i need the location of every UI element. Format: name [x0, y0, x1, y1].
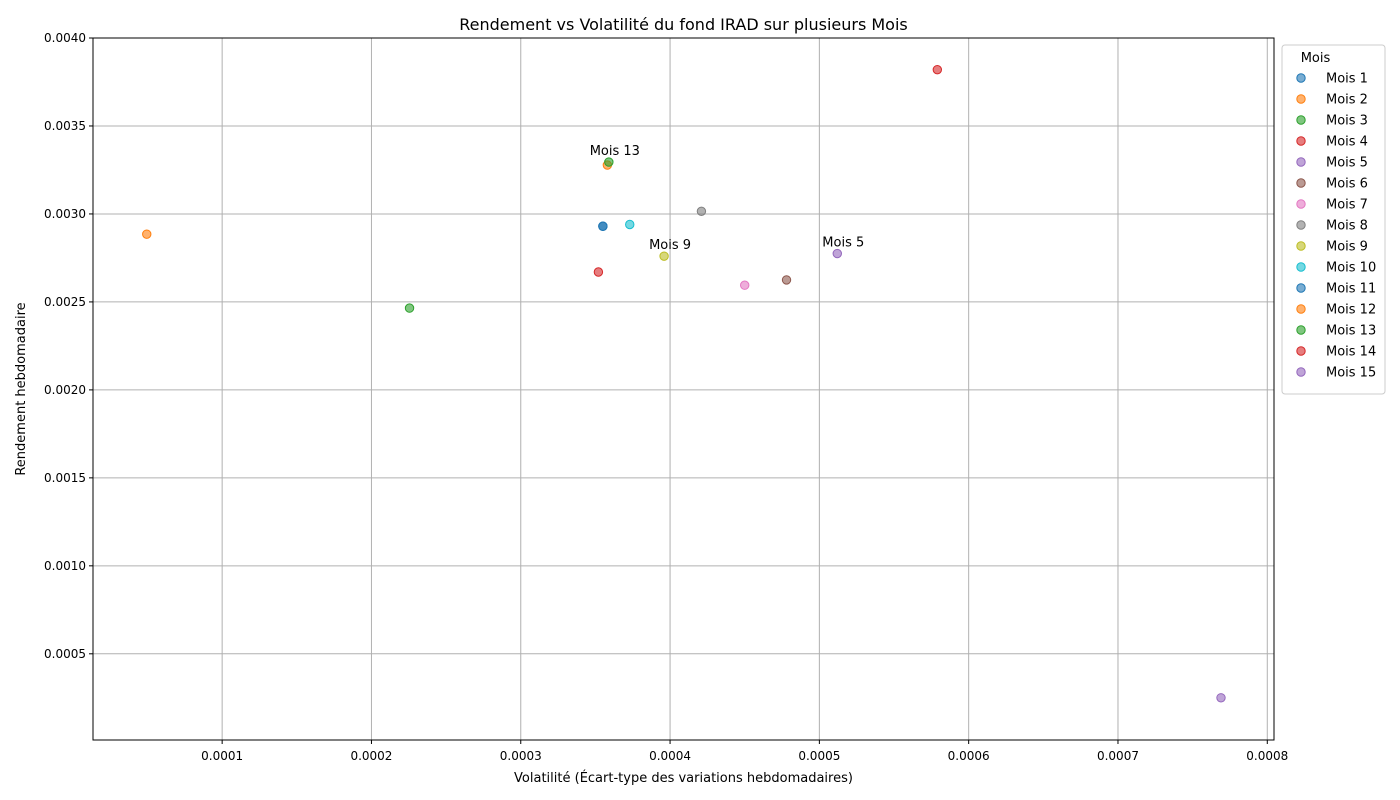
legend-label: Mois 4	[1326, 135, 1368, 150]
point-annotation: Mois 13	[590, 144, 640, 159]
data-point-mois-5	[832, 248, 842, 259]
data-points	[142, 64, 1226, 703]
legend-marker	[1296, 94, 1306, 104]
legend-label: Mois 11	[1326, 282, 1376, 297]
chart-title: Rendement vs Volatilité du fond IRAD sur…	[459, 15, 908, 34]
legend-label: Mois 10	[1326, 261, 1376, 276]
legend-label: Mois 13	[1326, 324, 1376, 339]
legend-box	[1281, 44, 1386, 395]
data-point-mois-7	[740, 280, 750, 290]
legend-marker	[1296, 346, 1306, 356]
legend-label: Mois 2	[1326, 93, 1368, 108]
x-tick-label: 0.0002	[350, 749, 392, 763]
y-tick-label: 0.0030	[44, 207, 86, 221]
data-point-mois-10	[625, 219, 635, 230]
annotations: Mois 13 Mois 9 Mois 5	[590, 144, 865, 253]
plot-area-frame	[92, 37, 1275, 741]
data-point-mois-2	[142, 229, 152, 239]
x-tick-label: 0.0005	[798, 749, 840, 763]
legend-label: Mois 15	[1326, 366, 1376, 381]
legend-marker	[1296, 220, 1306, 230]
legend-marker	[1296, 199, 1306, 209]
legend-marker	[1296, 262, 1306, 272]
x-tick-label: 0.0004	[649, 749, 691, 763]
x-tick-label: 0.0007	[1097, 749, 1139, 763]
y-tick-label: 0.0005	[44, 647, 86, 661]
data-point-mois-6	[781, 275, 792, 285]
legend-label: Mois 5	[1326, 156, 1368, 171]
x-tick-label: 0.0006	[948, 749, 990, 763]
data-point-mois-3	[404, 303, 415, 313]
grid	[93, 37, 1274, 740]
y-tick-label: 0.0015	[44, 471, 86, 485]
legend-label: Mois 1	[1326, 72, 1368, 87]
legend-marker	[1296, 115, 1306, 125]
legend-marker	[1296, 157, 1306, 167]
legend-marker	[1296, 136, 1306, 146]
data-point-mois-13	[604, 157, 614, 167]
point-annotation: Mois 9	[649, 238, 691, 253]
legend-label: Mois 3	[1326, 114, 1368, 129]
y-tick-label: 0.0010	[44, 559, 86, 573]
y-tick-label: 0.0035	[44, 119, 86, 133]
data-point-mois-4	[593, 267, 604, 277]
legend-marker	[1296, 178, 1306, 188]
legend-marker	[1296, 304, 1306, 314]
legend-label: Mois 12	[1326, 303, 1376, 318]
legend-label: Mois 8	[1326, 219, 1368, 234]
legend-label: Mois 9	[1326, 240, 1368, 255]
legend-marker	[1296, 241, 1306, 251]
legend-label: Mois 7	[1326, 198, 1368, 213]
data-point-mois-9	[659, 251, 669, 261]
y-axis-label: Rendement hebdomadaire	[14, 302, 29, 475]
legend-title: Mois	[1301, 51, 1331, 66]
x-tick-label: 0.0001	[201, 749, 243, 763]
y-tick-label: 0.0025	[44, 295, 86, 309]
legend-marker	[1296, 325, 1306, 335]
x-tick-label: 0.0003	[500, 749, 542, 763]
y-tick-label: 0.0020	[44, 383, 86, 397]
y-tick-label: 0.0040	[44, 31, 86, 45]
legend-marker	[1296, 283, 1306, 293]
data-point-mois-8	[696, 206, 707, 217]
axis-ticks: 0.0001 0.0002 0.0003 0.0004 0.0005 0.0006 0.00…	[44, 31, 1288, 763]
point-annotation: Mois 5	[822, 236, 864, 251]
data-point-mois-14	[932, 64, 943, 75]
legend-items: Mois 1 Mois 2 Mois 3 Mois 4 Mois 5 Mois 6 Mois…	[1296, 72, 1376, 381]
legend-label: Mois 6	[1326, 177, 1368, 192]
legend-label: Mois 14	[1326, 345, 1376, 360]
data-point-mois-15	[1216, 693, 1226, 703]
legend-marker	[1296, 367, 1306, 377]
legend-marker	[1296, 73, 1306, 83]
x-tick-label: 0.0008	[1246, 749, 1288, 763]
data-point-mois-11	[598, 221, 608, 231]
x-axis-label: Volatilité (Écart-type des variations he…	[514, 770, 853, 786]
